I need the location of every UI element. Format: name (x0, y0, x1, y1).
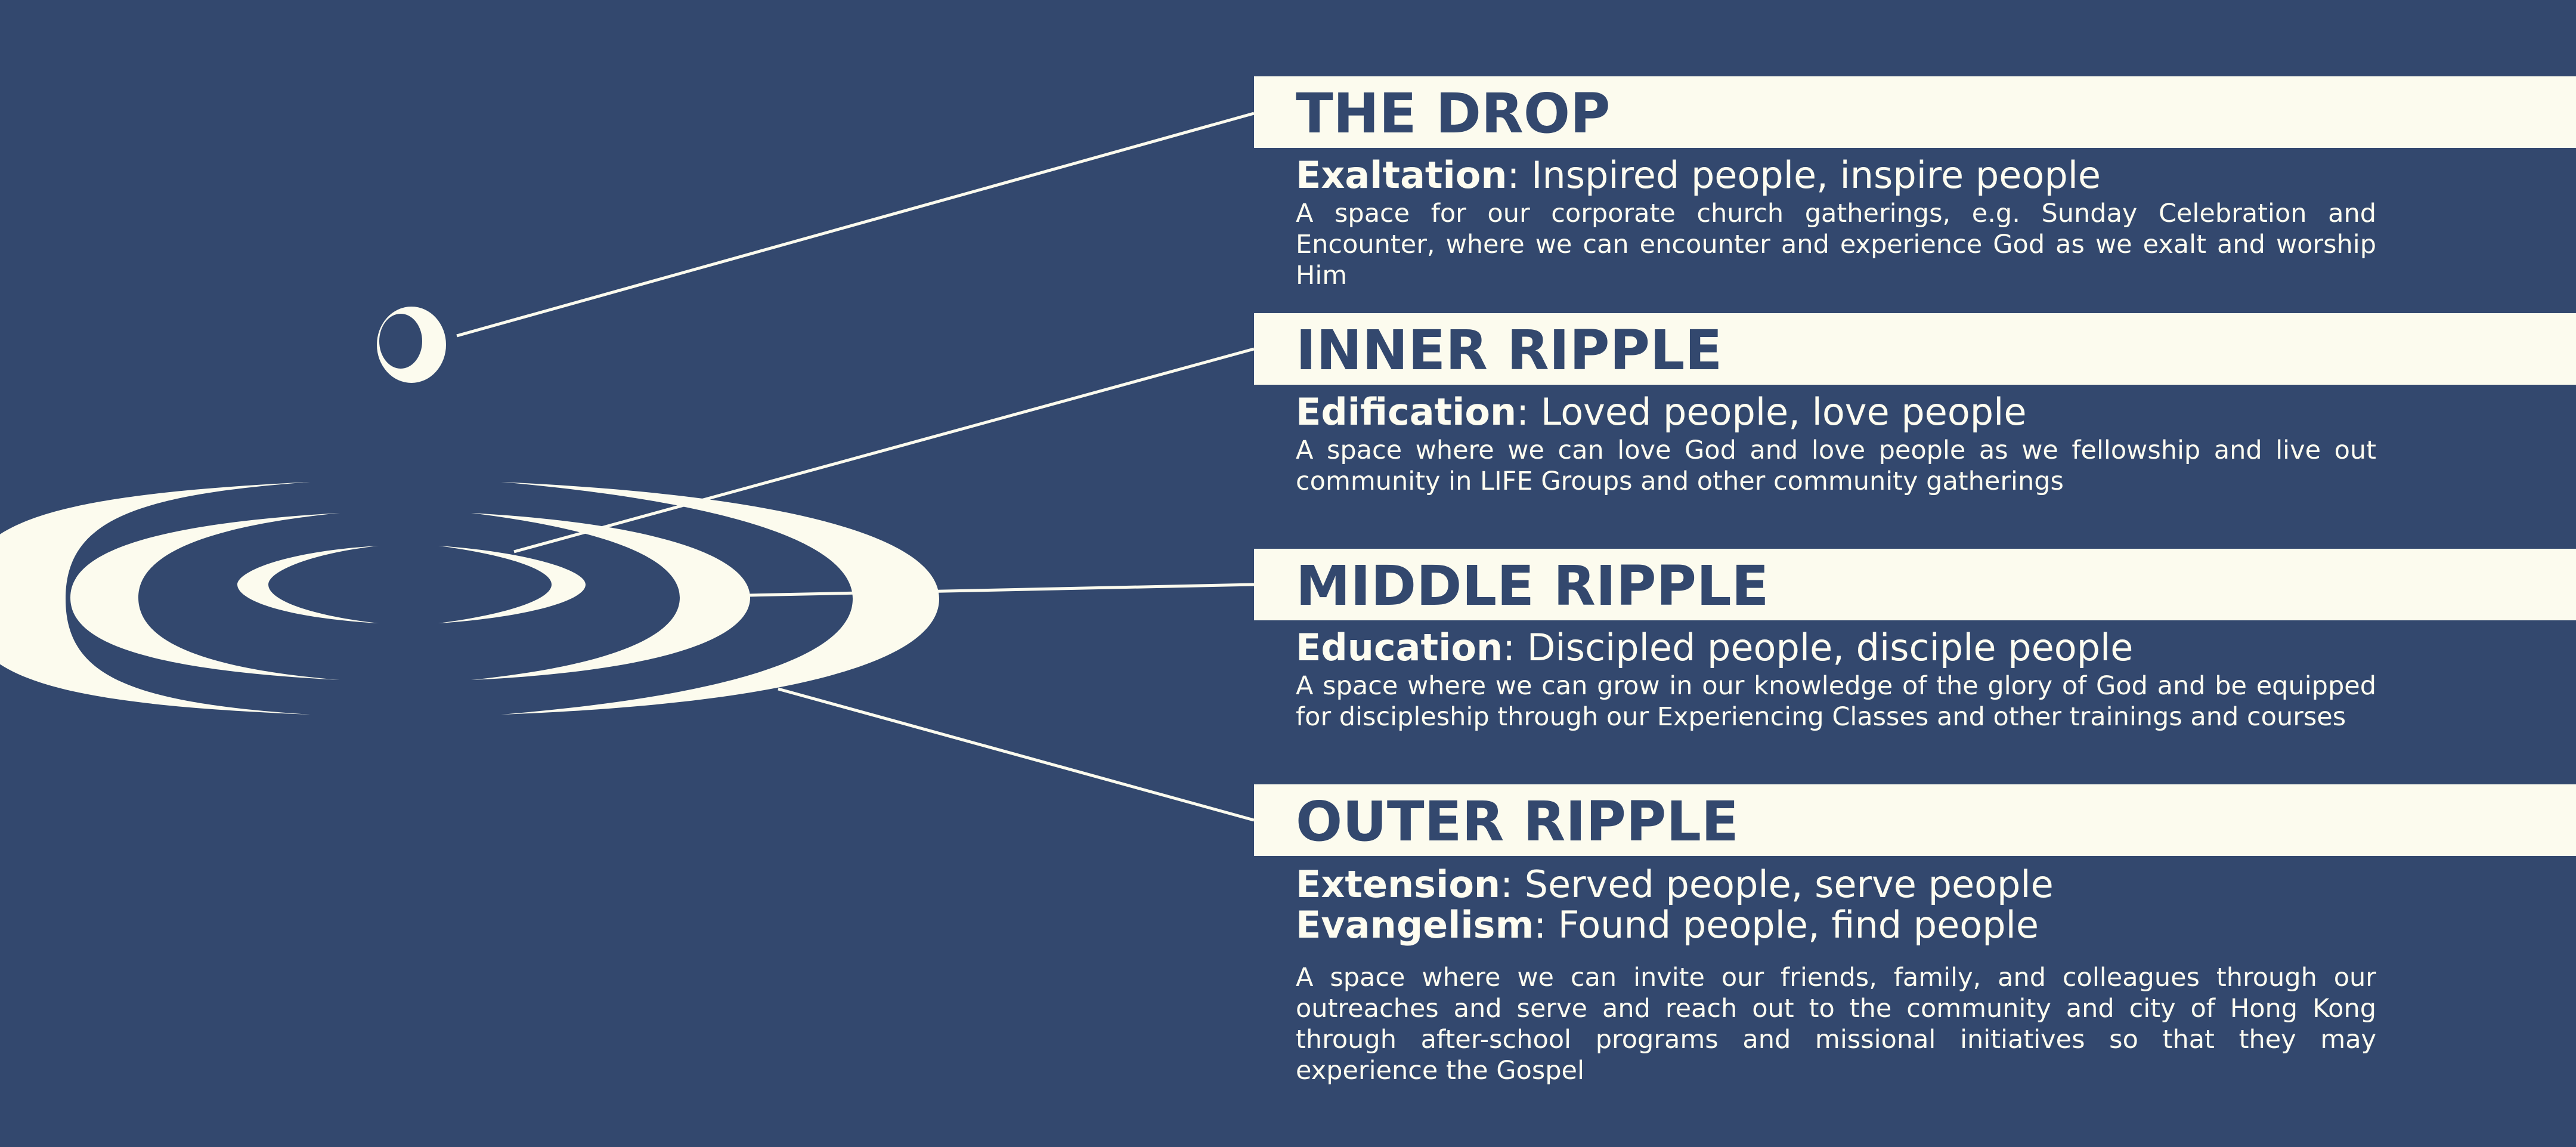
section-title: MIDDLE RIPPLE (1296, 554, 1769, 618)
section-motto: Education: Discipled people, disciple pe… (1296, 627, 2576, 668)
section-motto: Evangelism: Found people, find people (1296, 905, 2576, 945)
section-motto: Extension: Served people, serve people (1296, 864, 2576, 905)
motto-text: : Loved people, love people (1516, 390, 2027, 434)
section-outer-ripple: OUTER RIPPLE Extension: Served people, s… (1254, 784, 2576, 1086)
section-the-drop: THE DROP Exaltation: Inspired people, in… (1254, 76, 2576, 291)
section-banner: MIDDLE RIPPLE (1254, 549, 2576, 620)
motto-keyword: Extension (1296, 862, 1501, 906)
section-title: OUTER RIPPLE (1296, 790, 1739, 854)
section-description: A space where we can love God and love p… (1296, 435, 2376, 496)
section-description: A space for our corporate church gatheri… (1296, 199, 2376, 290)
motto-text: : Found people, find people (1534, 903, 2039, 947)
outer-ripple-shape (0, 482, 939, 715)
connector-line-middle (748, 583, 1255, 597)
motto-keyword: Education (1296, 626, 1503, 669)
section-banner: INNER RIPPLE (1254, 313, 2576, 385)
section-description: A space where we can invite our friends,… (1296, 963, 2376, 1086)
section-title: INNER RIPPLE (1296, 319, 1723, 382)
motto-text: : Inspired people, inspire people (1507, 153, 2101, 197)
connector-line-drop (456, 112, 1255, 338)
drop-icon (377, 307, 446, 383)
motto-keyword: Exaltation (1296, 153, 1507, 197)
section-middle-ripple: MIDDLE RIPPLE Education: Discipled peopl… (1254, 549, 2576, 732)
motto-text: : Discipled people, disciple people (1503, 626, 2134, 669)
section-motto: Edification: Loved people, love people (1296, 392, 2576, 432)
connector-line-outer (778, 687, 1255, 822)
section-banner: OUTER RIPPLE (1254, 784, 2576, 856)
section-title: THE DROP (1296, 82, 1611, 146)
motto-keyword: Edification (1296, 390, 1517, 434)
motto-text: : Served people, serve people (1500, 862, 2054, 906)
inner-ripple-shape (237, 546, 586, 623)
connector-line-inner (513, 347, 1255, 554)
motto-keyword: Evangelism (1296, 903, 1534, 947)
section-motto: Exaltation: Inspired people, inspire peo… (1296, 155, 2576, 196)
section-banner: THE DROP (1254, 76, 2576, 148)
middle-ripple-shape (70, 513, 750, 680)
section-inner-ripple: INNER RIPPLE Edification: Loved people, … (1254, 313, 2576, 497)
section-description: A space where we can grow in our knowled… (1296, 671, 2376, 732)
